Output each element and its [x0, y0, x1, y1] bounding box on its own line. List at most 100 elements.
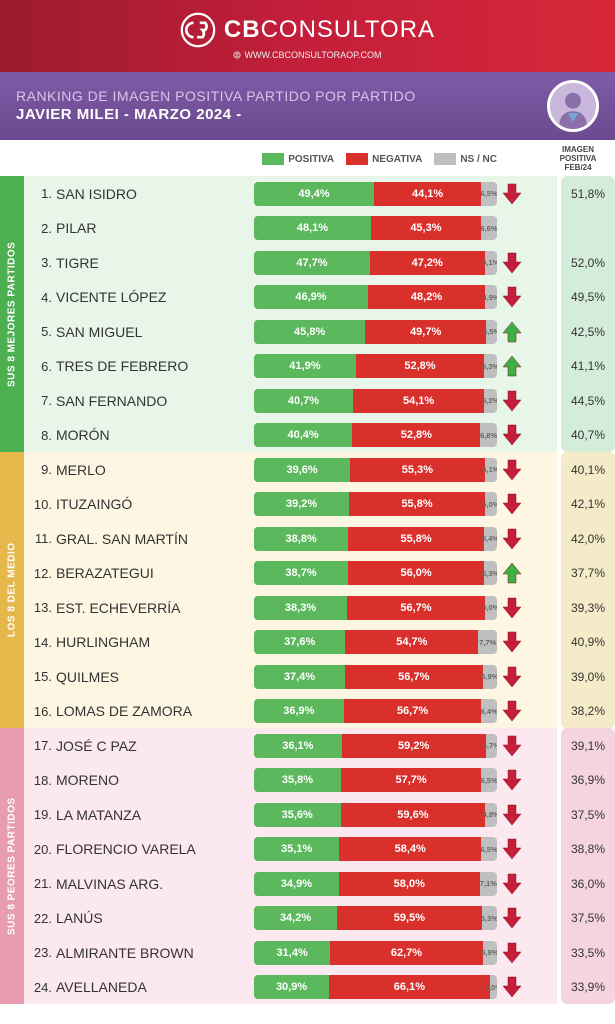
group-side-label: SUS 8 MEJORES PARTIDOS [0, 176, 24, 452]
stacked-bar: 39,2%55,8%5,0% [254, 492, 497, 516]
seg-negative: 54,7% [345, 630, 478, 654]
globe-icon [233, 51, 241, 59]
stacked-bar: 47,7%47,2%5,1% [254, 251, 497, 275]
avatar-placeholder-icon [550, 80, 596, 132]
rank-name-cell: 23.ALMIRANTE BROWN [24, 945, 254, 961]
seg-negative: 59,5% [337, 906, 482, 930]
trend-arrow-cell [497, 389, 527, 413]
trend-arrow-cell [497, 906, 527, 930]
legend-negative: NEGATIVA [346, 153, 422, 165]
prev-value: 42,0% [561, 521, 615, 556]
rank-number: 2. [30, 221, 52, 236]
seg-nsnc: 6,5% [481, 768, 497, 792]
seg-negative: 52,8% [356, 354, 484, 378]
group-rows: 9.MERLO39,6%55,3%5,1%10.ITUZAINGÓ39,2%55… [24, 452, 557, 728]
rank-number: 20. [30, 842, 52, 857]
legend-nsnc: NS / NC [434, 153, 497, 165]
swatch-nsnc [434, 153, 456, 165]
seg-nsnc: 6,8% [480, 423, 497, 447]
trend-arrow-cell [497, 699, 527, 723]
prev-value: 38,2% [561, 694, 615, 729]
trend-arrow-cell [497, 803, 527, 827]
seg-positive: 38,8% [254, 527, 348, 551]
seg-nsnc: 6,6% [481, 216, 497, 240]
title-header: RANKING DE IMAGEN POSITIVA PARTIDO POR P… [0, 72, 615, 140]
seg-nsnc: 6,5% [481, 182, 497, 206]
rank-number: 14. [30, 635, 52, 650]
table-row: 13.EST. ECHEVERRÍA38,3%56,7%5,0% [24, 590, 557, 625]
seg-positive: 35,6% [254, 803, 341, 827]
rank-name-cell: 22.LANÚS [24, 910, 254, 926]
seg-negative: 58,4% [339, 837, 481, 861]
stacked-bar: 30,9%66,1%3,0% [254, 975, 497, 999]
seg-nsnc: 5,3% [484, 561, 497, 585]
stacked-bar: 36,1%59,2%4,7% [254, 734, 497, 758]
brand-website: WWW.CBCONSULTORAOP.COM [233, 50, 381, 60]
prev-value: 44,5% [561, 383, 615, 418]
seg-positive: 35,8% [254, 768, 341, 792]
group-side-label: LOS 8 DEL MEDIO [0, 452, 24, 728]
seg-nsnc: 4,9% [485, 285, 497, 309]
seg-positive: 39,2% [254, 492, 349, 516]
prev-value [561, 211, 615, 246]
trend-arrow-cell [497, 630, 527, 654]
rank-number: 22. [30, 911, 52, 926]
rank-number: 6. [30, 359, 52, 374]
brand-logo-icon [180, 12, 216, 48]
rank-name-cell: 12.BERAZATEGUI [24, 565, 254, 581]
rank-name-cell: 10.ITUZAINGÓ [24, 496, 254, 512]
table-row: 7.SAN FERNANDO40,7%54,1%5,2% [24, 383, 557, 418]
rank-name-cell: 5.SAN MIGUEL [24, 324, 254, 340]
seg-nsnc: 5,0% [485, 596, 497, 620]
rank-number: 11. [30, 531, 52, 546]
seg-positive: 38,3% [254, 596, 347, 620]
partido-name: GRAL. SAN MARTÍN [56, 531, 188, 547]
stacked-bar: 45,8%49,7%4,5% [254, 320, 497, 344]
rank-name-cell: 15.QUILMES [24, 669, 254, 685]
partido-name: QUILMES [56, 669, 119, 685]
stacked-bar: 40,4%52,8%6,8% [254, 423, 497, 447]
prev-value: 39,3% [561, 590, 615, 625]
prev-value: 42,5% [561, 314, 615, 349]
stacked-bar: 39,6%55,3%5,1% [254, 458, 497, 482]
seg-positive: 35,1% [254, 837, 339, 861]
table-row: 22.LANÚS34,2%59,5%6,3% [24, 901, 557, 936]
seg-nsnc: 4,5% [486, 320, 497, 344]
prev-value: 37,7% [561, 556, 615, 591]
title-line2: JAVIER MILEI - MARZO 2024 - [16, 105, 416, 125]
seg-negative: 47,2% [370, 251, 485, 275]
seg-nsnc: 5,3% [484, 354, 497, 378]
table-row: 5.SAN MIGUEL45,8%49,7%4,5% [24, 314, 557, 349]
rank-number: 17. [30, 738, 52, 753]
group-rows: 17.JOSÉ C PAZ36,1%59,2%4,7%18.MORENO35,8… [24, 728, 557, 1004]
seg-nsnc: 6,4% [481, 699, 497, 723]
partido-name: HURLINGHAM [56, 634, 150, 650]
avatar [547, 80, 599, 132]
seg-positive: 37,6% [254, 630, 345, 654]
seg-positive: 47,7% [254, 251, 370, 275]
seg-nsnc: 5,4% [484, 527, 497, 551]
trend-arrow-cell [497, 734, 527, 758]
partido-name: LOMAS DE ZAMORA [56, 703, 192, 719]
rank-number: 24. [30, 980, 52, 995]
stacked-bar: 35,6%59,6%4,8% [254, 803, 497, 827]
partido-name: SAN ISIDRO [56, 186, 137, 202]
prev-value: 33,5% [561, 935, 615, 970]
stacked-bar: 49,4%44,1%6,5% [254, 182, 497, 206]
trend-arrow-cell [497, 941, 527, 965]
trend-arrow-cell [497, 320, 527, 344]
partido-name: MERLO [56, 462, 106, 478]
group-rows: 1.SAN ISIDRO49,4%44,1%6,5%2.PILAR48,1%45… [24, 176, 557, 452]
rank-name-cell: 13.EST. ECHEVERRÍA [24, 600, 254, 616]
stacked-bar: 34,9%58,0%7,1% [254, 872, 497, 896]
seg-negative: 55,8% [348, 527, 484, 551]
prev-value: 52,0% [561, 245, 615, 280]
seg-positive: 36,1% [254, 734, 342, 758]
seg-negative: 56,7% [347, 596, 485, 620]
partido-name: PILAR [56, 220, 96, 236]
trend-arrow-cell [497, 872, 527, 896]
stacked-bar: 35,1%58,4%6,5% [254, 837, 497, 861]
rank-name-cell: 24.AVELLANEDA [24, 979, 254, 995]
seg-positive: 40,4% [254, 423, 352, 447]
seg-negative: 55,3% [350, 458, 484, 482]
